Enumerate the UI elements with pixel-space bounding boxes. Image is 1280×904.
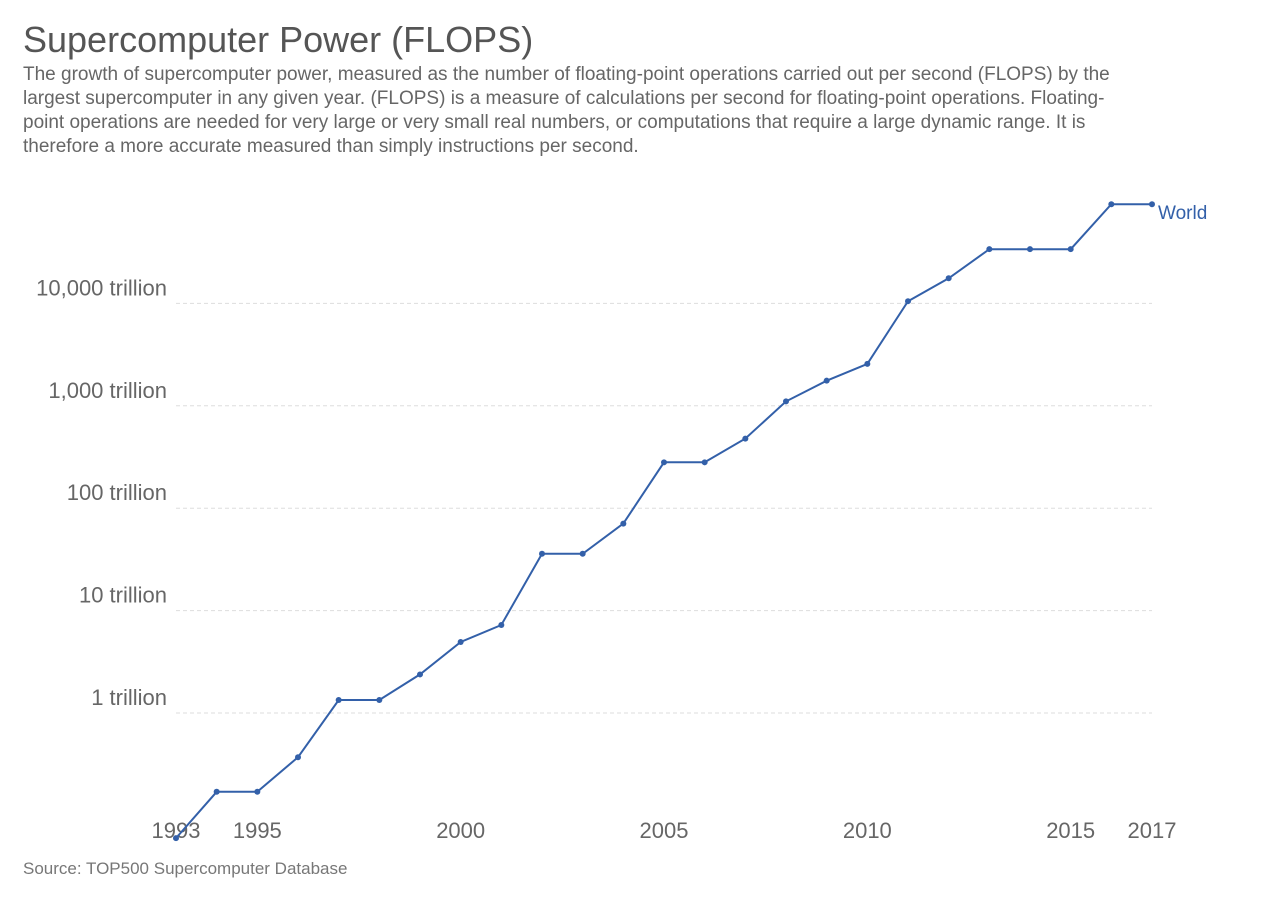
data-point xyxy=(1108,201,1115,208)
x-tick-label: 2017 xyxy=(1128,818,1177,843)
y-tick-label: 1,000 trillion xyxy=(48,378,167,403)
source-note: Source: TOP500 Supercomputer Database xyxy=(23,859,348,878)
data-point xyxy=(173,835,179,842)
x-tick-label: 2000 xyxy=(436,818,485,843)
x-axis-ticks: 1993 1995 2000 2005 2010 2015 2017 xyxy=(152,818,1177,843)
series-line-world xyxy=(175,203,1152,839)
data-point xyxy=(539,550,545,557)
data-point xyxy=(295,754,301,761)
data-point xyxy=(335,696,342,703)
data-point xyxy=(213,788,220,795)
gridlines xyxy=(176,302,1152,714)
x-tick-label: 2015 xyxy=(1046,818,1095,843)
y-axis-ticks: 1 trillion 10 trillion 100 trillion 1,000 t… xyxy=(36,275,167,710)
x-tick-label: 1995 xyxy=(233,818,282,843)
y-tick-label: 1 trillion xyxy=(91,685,167,710)
series-group: World xyxy=(173,201,1207,842)
data-point xyxy=(498,622,505,629)
y-tick-label: 100 trillion xyxy=(67,480,167,505)
data-point xyxy=(376,696,383,703)
data-point xyxy=(1067,246,1074,253)
series-label: World xyxy=(1158,203,1207,224)
data-point xyxy=(620,520,627,527)
chart-title: Supercomputer Power (FLOPS) xyxy=(23,19,534,60)
data-point xyxy=(661,459,667,466)
y-tick-label: 10,000 trillion xyxy=(36,275,167,300)
data-point xyxy=(823,377,830,384)
data-point xyxy=(742,435,749,442)
x-tick-label: 2010 xyxy=(843,818,892,843)
data-point xyxy=(254,788,261,795)
data-point xyxy=(701,459,708,466)
x-tick-label: 2005 xyxy=(640,818,689,843)
data-point xyxy=(864,360,871,367)
data-point xyxy=(417,671,423,678)
data-point xyxy=(1027,246,1033,253)
data-point xyxy=(905,298,911,305)
data-point xyxy=(986,246,993,253)
data-point xyxy=(457,638,464,645)
data-point xyxy=(945,275,952,282)
data-point xyxy=(1149,201,1155,208)
y-tick-label: 10 trillion xyxy=(79,583,167,608)
chart-subtitle: The growth of supercomputer power, measu… xyxy=(23,64,1110,157)
data-point xyxy=(783,398,789,405)
data-point xyxy=(579,550,586,557)
